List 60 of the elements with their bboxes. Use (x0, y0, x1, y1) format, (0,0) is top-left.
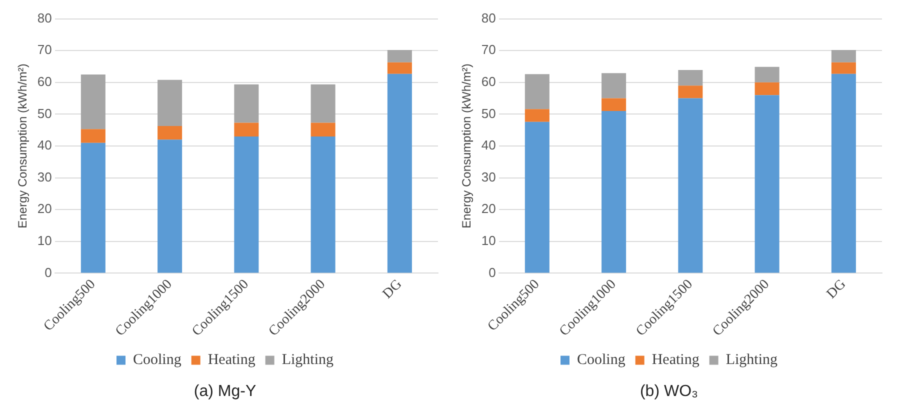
legend-label: Heating (652, 352, 700, 368)
y-axis-title: Energy Consumption (kWh/m²) (16, 64, 30, 228)
y-tick-label: 20 (481, 201, 496, 216)
bar (602, 73, 626, 98)
y-axis-title: Energy Consumption (kWh/m²) (460, 64, 474, 228)
y-tick-label: 70 (481, 42, 496, 58)
bar (678, 70, 703, 86)
y-tick-label: 40 (481, 138, 496, 153)
y-tick-label: 60 (37, 74, 52, 89)
bar (524, 122, 550, 273)
bar (524, 109, 550, 122)
y-tick-label: 20 (37, 201, 52, 216)
y-tick-label: 0 (488, 264, 496, 280)
bar (80, 142, 106, 273)
text: (a) Mg-Y (194, 382, 256, 400)
bar (524, 74, 550, 110)
bar (754, 95, 780, 273)
bar (387, 74, 412, 273)
y-tick-label: 80 (481, 10, 496, 26)
bar (678, 98, 703, 273)
bar (602, 98, 626, 112)
bar (80, 74, 106, 130)
legend-label: Lighting (282, 352, 334, 368)
legend-label: Lighting (726, 352, 778, 368)
bar (602, 111, 626, 273)
bar (234, 84, 259, 123)
y-tick-label: 50 (37, 106, 52, 121)
x-tick-label: DG (824, 276, 850, 302)
bar (234, 122, 259, 136)
y-tick-label: 70 (37, 42, 52, 58)
y-tick-label: 30 (481, 169, 496, 184)
bar (80, 129, 106, 143)
y-tick-label: 10 (37, 232, 52, 248)
bar (158, 80, 182, 126)
y-tick-label: 30 (37, 169, 52, 184)
bar (310, 84, 336, 123)
y-tick-label: 40 (37, 138, 52, 153)
y-tick-label: 80 (37, 10, 52, 26)
bar (158, 126, 182, 140)
legend-label: Cooling (133, 352, 182, 368)
bar (158, 140, 182, 273)
y-tick-label: 60 (481, 74, 496, 89)
bar (310, 136, 336, 273)
bar (754, 82, 780, 96)
y-tick-label: 0 (44, 264, 52, 280)
legend-label: Cooling (577, 352, 626, 368)
y-tick-label: 10 (481, 232, 496, 248)
bar (387, 62, 412, 74)
x-tick-label: DG (380, 276, 406, 302)
bar (754, 66, 780, 82)
y-tick-label: 50 (481, 106, 496, 121)
bar (310, 122, 336, 136)
bar (678, 86, 703, 98)
bar (831, 74, 856, 273)
legend-label: Heating (208, 352, 256, 368)
bar (831, 62, 856, 74)
bar (234, 136, 259, 273)
bar (831, 50, 856, 62)
text: (b) WO₃ (640, 382, 698, 400)
bar (387, 50, 412, 62)
